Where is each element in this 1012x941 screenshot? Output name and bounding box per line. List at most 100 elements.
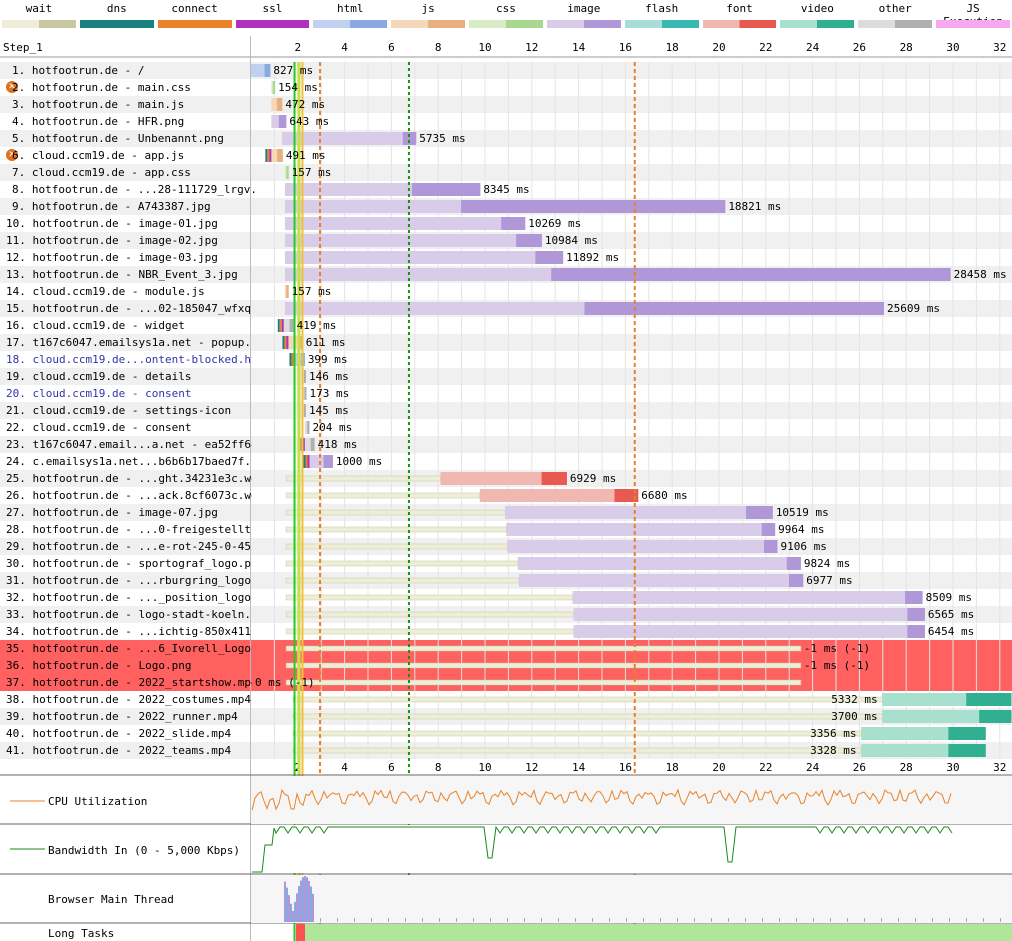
request-bar xyxy=(284,251,564,264)
request-row-label[interactable]: 28. hotfootrun.de - ...0-freigestellt.pn… xyxy=(2,521,252,538)
request-row-label[interactable]: 1. hotfootrun.de - / xyxy=(2,62,258,79)
request-row-label[interactable]: 36. hotfootrun.de - Logo.png xyxy=(2,657,252,674)
ssl-segment xyxy=(307,455,310,468)
download-segment xyxy=(763,540,778,553)
main-thread-bar xyxy=(473,918,474,922)
legend-item-font: font xyxy=(701,0,779,32)
request-row-label[interactable]: 7. cloud.ccm19.de - app.css xyxy=(2,164,258,181)
request-row-label[interactable]: 6. cloud.ccm19.de - app.js xyxy=(2,147,258,164)
request-row-label[interactable]: 38. hotfootrun.de - 2022_costumes.mp4 xyxy=(2,691,252,708)
request-row-label[interactable]: 24. c.emailsys1a.net...b6b6b17baed7f.png xyxy=(2,453,252,470)
main-thread-bar xyxy=(949,918,950,922)
wait-segment xyxy=(285,594,573,601)
main-thread-bar xyxy=(354,918,355,922)
request-row-label[interactable]: 16. cloud.ccm19.de - widget xyxy=(2,317,252,334)
main-thread-bar xyxy=(298,886,300,922)
request-row-label[interactable]: 17. t167c6047.emailsys1a.net - popup.js xyxy=(2,334,252,351)
main-thread-bar xyxy=(292,910,294,922)
request-duration: 5735 ms xyxy=(419,132,466,145)
main-thread-bar xyxy=(284,881,286,922)
request-row-label[interactable]: 12. hotfootrun.de - image-03.jpg xyxy=(2,249,252,266)
request-row-label[interactable]: 39. hotfootrun.de - 2022_runner.mp4 xyxy=(2,708,252,725)
request-row-label[interactable]: 34. hotfootrun.de - ...ichtig-850x411.pn… xyxy=(2,623,252,640)
main-thread-bar xyxy=(677,918,678,922)
download-segment xyxy=(761,523,776,536)
request-row-label[interactable]: 15. hotfootrun.de - ...02-185047_wfxq.JP… xyxy=(2,300,252,317)
request-number: 22. xyxy=(6,421,26,434)
request-number: 9. xyxy=(12,200,26,213)
request-url: hotfootrun.de - image-02.jpg xyxy=(25,234,218,247)
scale-tick-bottom: 26 xyxy=(853,761,866,774)
request-row-label[interactable]: 11. hotfootrun.de - image-02.jpg xyxy=(2,232,252,249)
connect-segment xyxy=(284,336,287,349)
main-thread-bar xyxy=(286,887,288,922)
request-row-label[interactable]: 4. hotfootrun.de - HFR.png xyxy=(2,113,258,130)
download-segment xyxy=(298,336,303,349)
legend-item-dns: dns xyxy=(78,0,156,32)
legend-item-css: css xyxy=(467,0,545,32)
error-icon: ✕ xyxy=(6,81,18,93)
download-segment xyxy=(535,251,564,264)
request-row-label[interactable]: 27. hotfootrun.de - image-07.jpg xyxy=(2,504,252,521)
request-row-label[interactable]: 13. hotfootrun.de - NBR_Event_3.jpg xyxy=(2,266,252,283)
section-bg xyxy=(251,875,1012,923)
request-row-label[interactable]: 41. hotfootrun.de - 2022_teams.mp4 xyxy=(2,742,252,759)
request-row-label[interactable]: 5. hotfootrun.de - Unbenannt.png xyxy=(2,130,258,147)
legend-swatch xyxy=(624,20,699,28)
request-url: hotfootrun.de - ...0-freigestellt.png xyxy=(32,523,252,536)
request-row-label[interactable]: 18. cloud.ccm19.de...ontent-blocked.html xyxy=(2,351,252,368)
bandwidth-label: Bandwidth In (0 - 5,000 Kbps) xyxy=(48,844,241,857)
download-segment xyxy=(551,268,951,281)
request-row-label[interactable]: 26. hotfootrun.de - ...ack.8cf6073c.woff… xyxy=(2,487,252,504)
request-row-label[interactable]: 32. hotfootrun.de - ..._position_logo.pn… xyxy=(2,589,252,606)
request-row-label[interactable]: 22. cloud.ccm19.de - consent xyxy=(2,419,252,436)
request-row-label[interactable]: 21. cloud.ccm19.de - settings-icon xyxy=(2,402,252,419)
request-duration: 1000 ms xyxy=(335,455,383,468)
main-thread-bar xyxy=(898,918,899,922)
request-number: 3. xyxy=(12,98,26,111)
request-row-label[interactable]: 19. cloud.ccm19.de - details xyxy=(2,368,252,385)
request-row-label[interactable]: 30. hotfootrun.de - sportograf_logo.png xyxy=(2,555,252,572)
legend-item-html: html xyxy=(311,0,389,32)
request-bar xyxy=(440,472,567,485)
main-thread-bar xyxy=(1000,918,1001,922)
ssl-segment xyxy=(302,438,305,451)
request-row-label[interactable]: 25. hotfootrun.de - ...ght.34231e3c.woff… xyxy=(2,470,252,487)
main-thread-bar xyxy=(694,918,695,922)
main-thread-bar xyxy=(507,918,508,922)
request-url: cloud.ccm19.de...ontent-blocked.html xyxy=(25,353,252,366)
request-number: 28. xyxy=(6,523,26,536)
legend-item-wait: wait xyxy=(0,0,78,32)
legend-label: flash xyxy=(645,2,679,15)
request-row-label[interactable]: 8. hotfootrun.de - ...28-111729_lrgv.jpg xyxy=(2,181,258,198)
main-thread-bar xyxy=(592,918,593,922)
request-row-label[interactable]: 20. cloud.ccm19.de - consent xyxy=(2,385,252,402)
main-thread-bar xyxy=(308,880,310,922)
request-row-label[interactable]: 31. hotfootrun.de - ...rburgring_logo.pn… xyxy=(2,572,252,589)
request-row-label[interactable]: 3. hotfootrun.de - main.js xyxy=(2,96,258,113)
request-duration: 9964 ms xyxy=(778,523,825,536)
request-row-label[interactable]: 14. cloud.ccm19.de - module.js xyxy=(2,283,252,300)
request-row-label[interactable]: 29. hotfootrun.de - ...e-rot-245-0-45.pn… xyxy=(2,538,252,555)
request-row-label[interactable]: 10. hotfootrun.de - image-01.jpg xyxy=(2,215,252,232)
scale-tick-bottom: 10 xyxy=(478,761,491,774)
cpu-utilization-line xyxy=(251,788,952,811)
request-row-label[interactable]: 2. hotfootrun.de - main.css xyxy=(2,79,258,96)
request-row-label[interactable]: 37. hotfootrun.de - 2022_startshow.mp4 xyxy=(2,674,252,691)
request-row-label[interactable]: 23. t167c6047.email...a.net - ea52ff68d1 xyxy=(2,436,252,453)
wait-segment xyxy=(285,611,574,618)
scale-tick-bottom: 30 xyxy=(946,761,959,774)
request-row-label[interactable]: 35. hotfootrun.de - ...6_Ivorell_Logo.pn… xyxy=(2,640,252,657)
scale-tick-top: 12 xyxy=(525,41,538,54)
request-number: 20. xyxy=(6,387,26,400)
request-row-label[interactable]: 40. hotfootrun.de - 2022_slide.mp4 xyxy=(2,725,252,742)
request-duration: 8509 ms xyxy=(925,591,972,604)
request-row-label[interactable]: 33. hotfootrun.de - logo-stadt-koeln.png xyxy=(2,606,252,623)
main-thread-bar xyxy=(294,901,296,922)
download-segment xyxy=(323,455,333,468)
legend-item-image: image xyxy=(545,0,623,32)
request-row-label[interactable]: 9. hotfootrun.de - A743387.jpg xyxy=(2,198,258,215)
legend-swatch xyxy=(235,20,310,28)
main-thread-bar xyxy=(304,876,306,922)
